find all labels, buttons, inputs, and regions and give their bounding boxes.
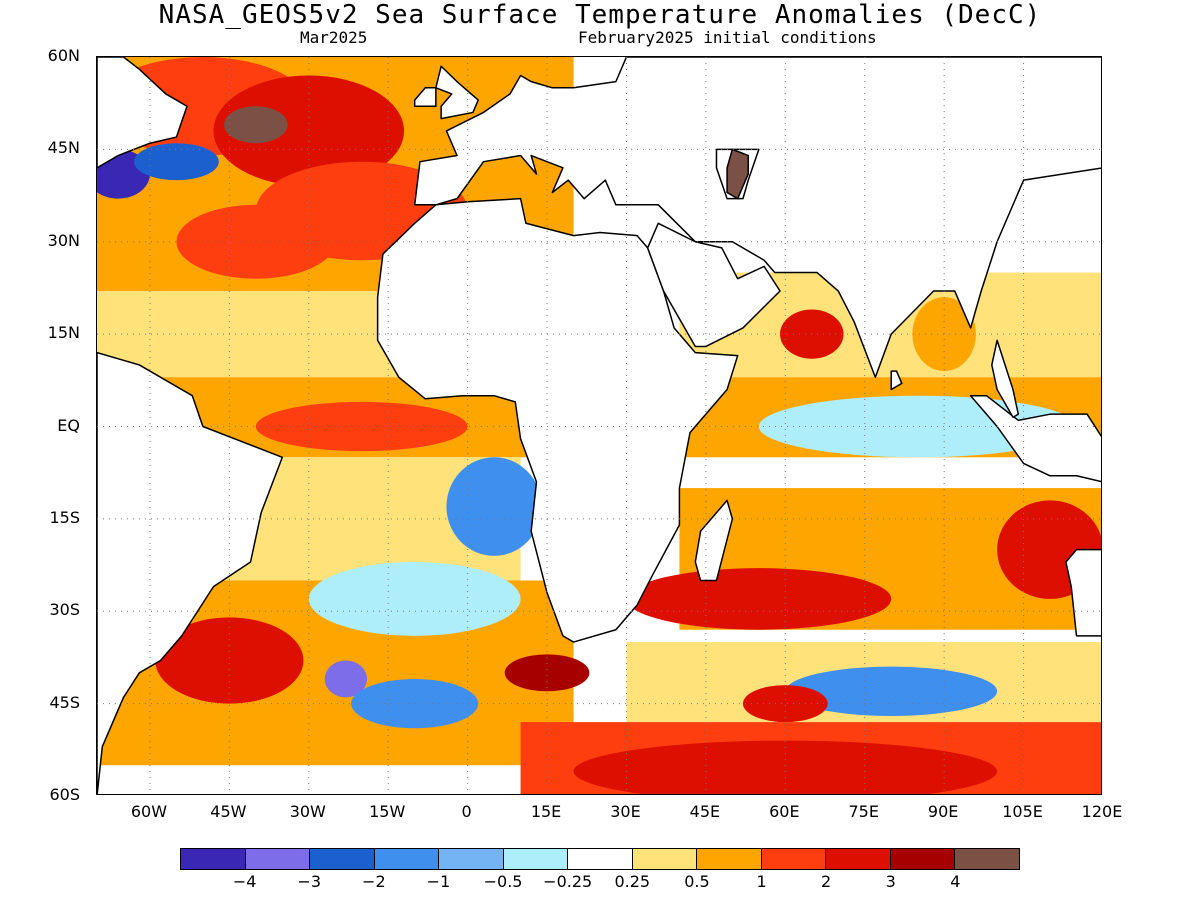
latitude-label: EQ	[57, 415, 80, 435]
longitude-label: 45W	[210, 802, 247, 821]
longitude-label: 60E	[769, 802, 800, 821]
colorbar-swatch	[245, 849, 311, 869]
colorbar-swatch	[181, 849, 246, 869]
colorbar-swatch	[568, 849, 633, 869]
longitude-label: 30E	[610, 802, 641, 821]
longitude-label: 30W	[289, 802, 326, 821]
colorbar-swatch	[439, 849, 504, 869]
anomaly-patch	[504, 654, 590, 692]
colorbar-label: 1	[756, 872, 767, 891]
land-malay	[991, 339, 1020, 419]
latitude-label: 60S	[49, 785, 80, 804]
forecast-month: Mar2025	[300, 28, 368, 47]
land-madagascar	[694, 499, 734, 582]
latitude-label: 30S	[49, 600, 80, 620]
longitude-label: 15W	[369, 802, 406, 821]
colorbar-swatch	[503, 849, 569, 869]
latitude-label: 15N	[47, 323, 80, 343]
land-north-america	[97, 57, 188, 169]
land-europe	[413, 57, 1101, 378]
anomaly-patch	[446, 457, 542, 556]
anomaly-patch	[308, 561, 521, 636]
caspian-sea	[726, 148, 750, 200]
anomaly-patch	[134, 143, 219, 181]
anomaly-patch	[742, 685, 828, 723]
longitude-label: 60W	[130, 802, 168, 821]
colorbar	[180, 848, 1020, 870]
colorbar-swatch	[632, 849, 698, 869]
anomaly-patch	[912, 297, 976, 372]
colorbar-label: −0.25	[543, 872, 593, 891]
colorbar-label: −4	[232, 872, 257, 891]
land-sri-lanka	[890, 370, 903, 391]
land-ireland	[413, 87, 437, 108]
colorbar-swatch	[697, 849, 762, 869]
colorbar-label: 2	[821, 872, 832, 891]
anomaly-patch	[224, 106, 288, 144]
longitude-label: 0	[461, 802, 472, 821]
colorbar-label: 4	[950, 872, 961, 891]
longitude-label: 90E	[927, 802, 959, 821]
longitude-label: 120E	[1081, 802, 1123, 821]
land-south-america	[97, 351, 284, 794]
colorbar-swatch	[955, 849, 1019, 869]
latitude-label: 45N	[47, 138, 80, 158]
colorbar-label: 3	[885, 872, 896, 891]
land-arabia	[646, 222, 781, 348]
colorbar-label: 0.25	[614, 872, 651, 891]
sst-anomaly-map	[97, 57, 1101, 794]
colorbar-swatch	[761, 849, 827, 869]
longitude-label: 45E	[689, 802, 721, 821]
anomaly-patch	[573, 740, 998, 794]
anomaly-patch	[626, 568, 892, 630]
land-australia	[1065, 548, 1101, 637]
initial-conditions: February2025 initial conditions	[578, 28, 877, 47]
latitude-label: 30N	[47, 230, 80, 250]
map-panel	[96, 56, 1102, 795]
longitude-label: 75E	[848, 802, 879, 821]
anomaly-patch	[351, 678, 479, 729]
colorbar-swatch	[890, 849, 956, 869]
anomaly-patch	[324, 660, 368, 698]
longitude-label: 15E	[530, 802, 562, 821]
latitude-label: 60N	[47, 46, 80, 65]
colorbar-label: −2	[362, 872, 386, 891]
colorbar-label: 0.5	[684, 872, 710, 891]
latitude-label: 45S	[49, 692, 80, 712]
colorbar-swatch	[374, 849, 440, 869]
anomaly-patch	[176, 204, 336, 279]
colorbar-label: −1	[426, 872, 451, 891]
anomaly-patch	[155, 617, 304, 704]
anomaly-patch	[213, 75, 405, 187]
colorbar-label: −0.5	[483, 872, 523, 891]
colorbar-label: −3	[297, 872, 322, 891]
colorbar-swatch	[826, 849, 891, 869]
colorbar-swatch	[310, 849, 375, 869]
anomaly-patch	[785, 666, 998, 716]
anomaly-patch	[176, 297, 442, 372]
latitude-label: 15S	[49, 507, 80, 527]
map-title: NASA_GEOS5v2 Sea Surface Temperature Ano…	[158, 0, 1042, 30]
longitude-label: 105E	[1002, 802, 1043, 821]
